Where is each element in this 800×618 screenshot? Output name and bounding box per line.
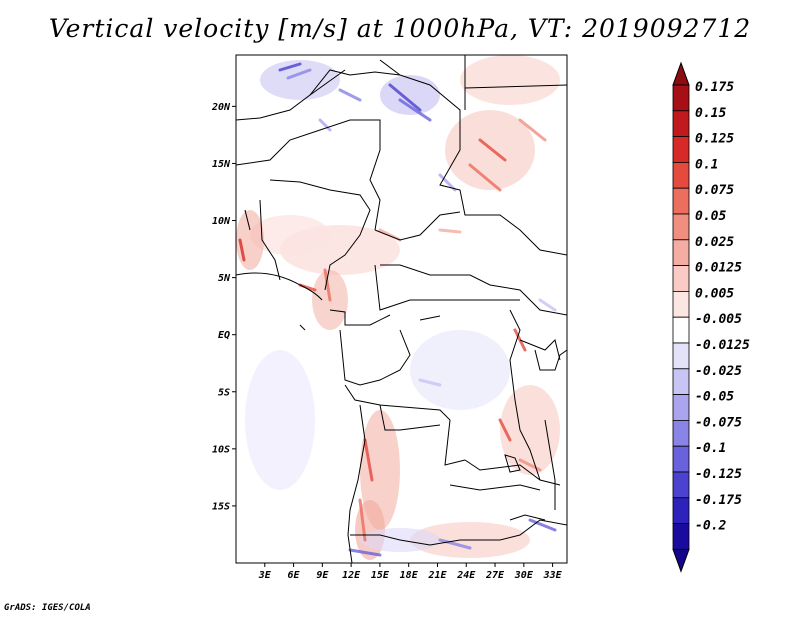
colorbar-swatch [672, 213, 690, 241]
lat-tick-label: EQ [218, 330, 230, 341]
colorbar-label: 0.15 [695, 106, 726, 121]
grads-credit: GrADS: IGES/COLA [4, 603, 91, 613]
colorbar-swatch [672, 187, 690, 215]
colorbar-swatch [672, 368, 690, 395]
colorbar-label: -0.175 [695, 493, 742, 508]
velocity-field [236, 55, 567, 563]
colorbar-top-arrow [672, 61, 690, 86]
colorbar-label: -0.075 [695, 415, 742, 430]
colorbar: 0.175 0.15 0.125 0.1 0.075 0.05 0.025 0.0125 0.0… [672, 61, 750, 573]
colorbar-label: -0.005 [695, 312, 742, 327]
colorbar-swatch [672, 161, 690, 189]
colorbar-label: -0.0125 [695, 338, 750, 353]
lat-tick-label: 10S [212, 444, 230, 455]
colorbar-swatch [672, 419, 690, 447]
colorbar-label: -0.025 [695, 364, 742, 379]
lon-tick-label: 18E [400, 570, 419, 581]
lat-tick-label: 5S [218, 387, 230, 398]
colorbar-swatch [672, 497, 690, 524]
lat-tick-label: 15N [212, 159, 231, 170]
lon-tick-label: 24E [456, 570, 476, 581]
lon-tick-label: 6E [288, 570, 301, 581]
lon-tick-label: 30E [514, 570, 534, 581]
colorbar-swatch [672, 523, 690, 550]
colorbar-label: -0.05 [695, 390, 734, 405]
lat-tick-label: 10N [212, 216, 231, 227]
lon-tick-label: 27E [485, 570, 505, 581]
colorbar-swatch [672, 290, 690, 318]
lon-tick-label: 21E [427, 570, 447, 581]
colorbar-label: 0.175 [695, 80, 734, 95]
lat-tick-label: 15S [212, 501, 230, 512]
lon-tick-label: 15E [371, 570, 390, 581]
lon-tick-label: 9E [316, 570, 329, 581]
colorbar-swatch [672, 394, 690, 421]
colorbar-label: 0.0125 [695, 261, 742, 276]
lon-tick-label: 3E [258, 570, 272, 581]
colorbar-swatch [672, 471, 690, 499]
map-title: Vertical velocity [m/s] at 1000hPa, VT: … [48, 14, 752, 43]
colorbar-label: -0.125 [695, 467, 742, 482]
colorbar-swatch [672, 342, 690, 370]
colorbar-swatch [672, 239, 690, 267]
colorbar-swatch [672, 445, 690, 473]
latitude-axis: 20N 15N 10N 5N EQ 5S 10S 15S [211, 102, 236, 512]
colorbar-label: -0.1 [695, 441, 726, 456]
lon-tick-label: 33E [543, 570, 563, 581]
colorbar-swatch [672, 316, 690, 344]
map-frame [235, 54, 568, 564]
lat-tick-label: 20N [211, 102, 231, 113]
colorbar-label: 0.005 [695, 286, 734, 301]
longitude-axis: 3E 6E 9E 12E 15E 18E 21E 24E 27E 30E 33E [258, 563, 563, 581]
colorbar-label: -0.2 [695, 519, 726, 534]
colorbar-label: 0.025 [695, 235, 734, 250]
colorbar-label: 0.1 [695, 157, 718, 172]
lat-tick-label: 5N [218, 273, 231, 284]
colorbar-label: 0.125 [695, 132, 734, 147]
colorbar-swatch [672, 265, 690, 292]
colorbar-swatch [672, 84, 690, 112]
colorbar-label: 0.075 [695, 183, 734, 198]
colorbar-bottom-arrow [672, 548, 690, 573]
colorbar-swatch [672, 136, 690, 163]
colorbar-swatch [672, 110, 690, 138]
colorbar-label: 0.05 [695, 209, 726, 224]
lon-tick-label: 12E [342, 570, 361, 581]
